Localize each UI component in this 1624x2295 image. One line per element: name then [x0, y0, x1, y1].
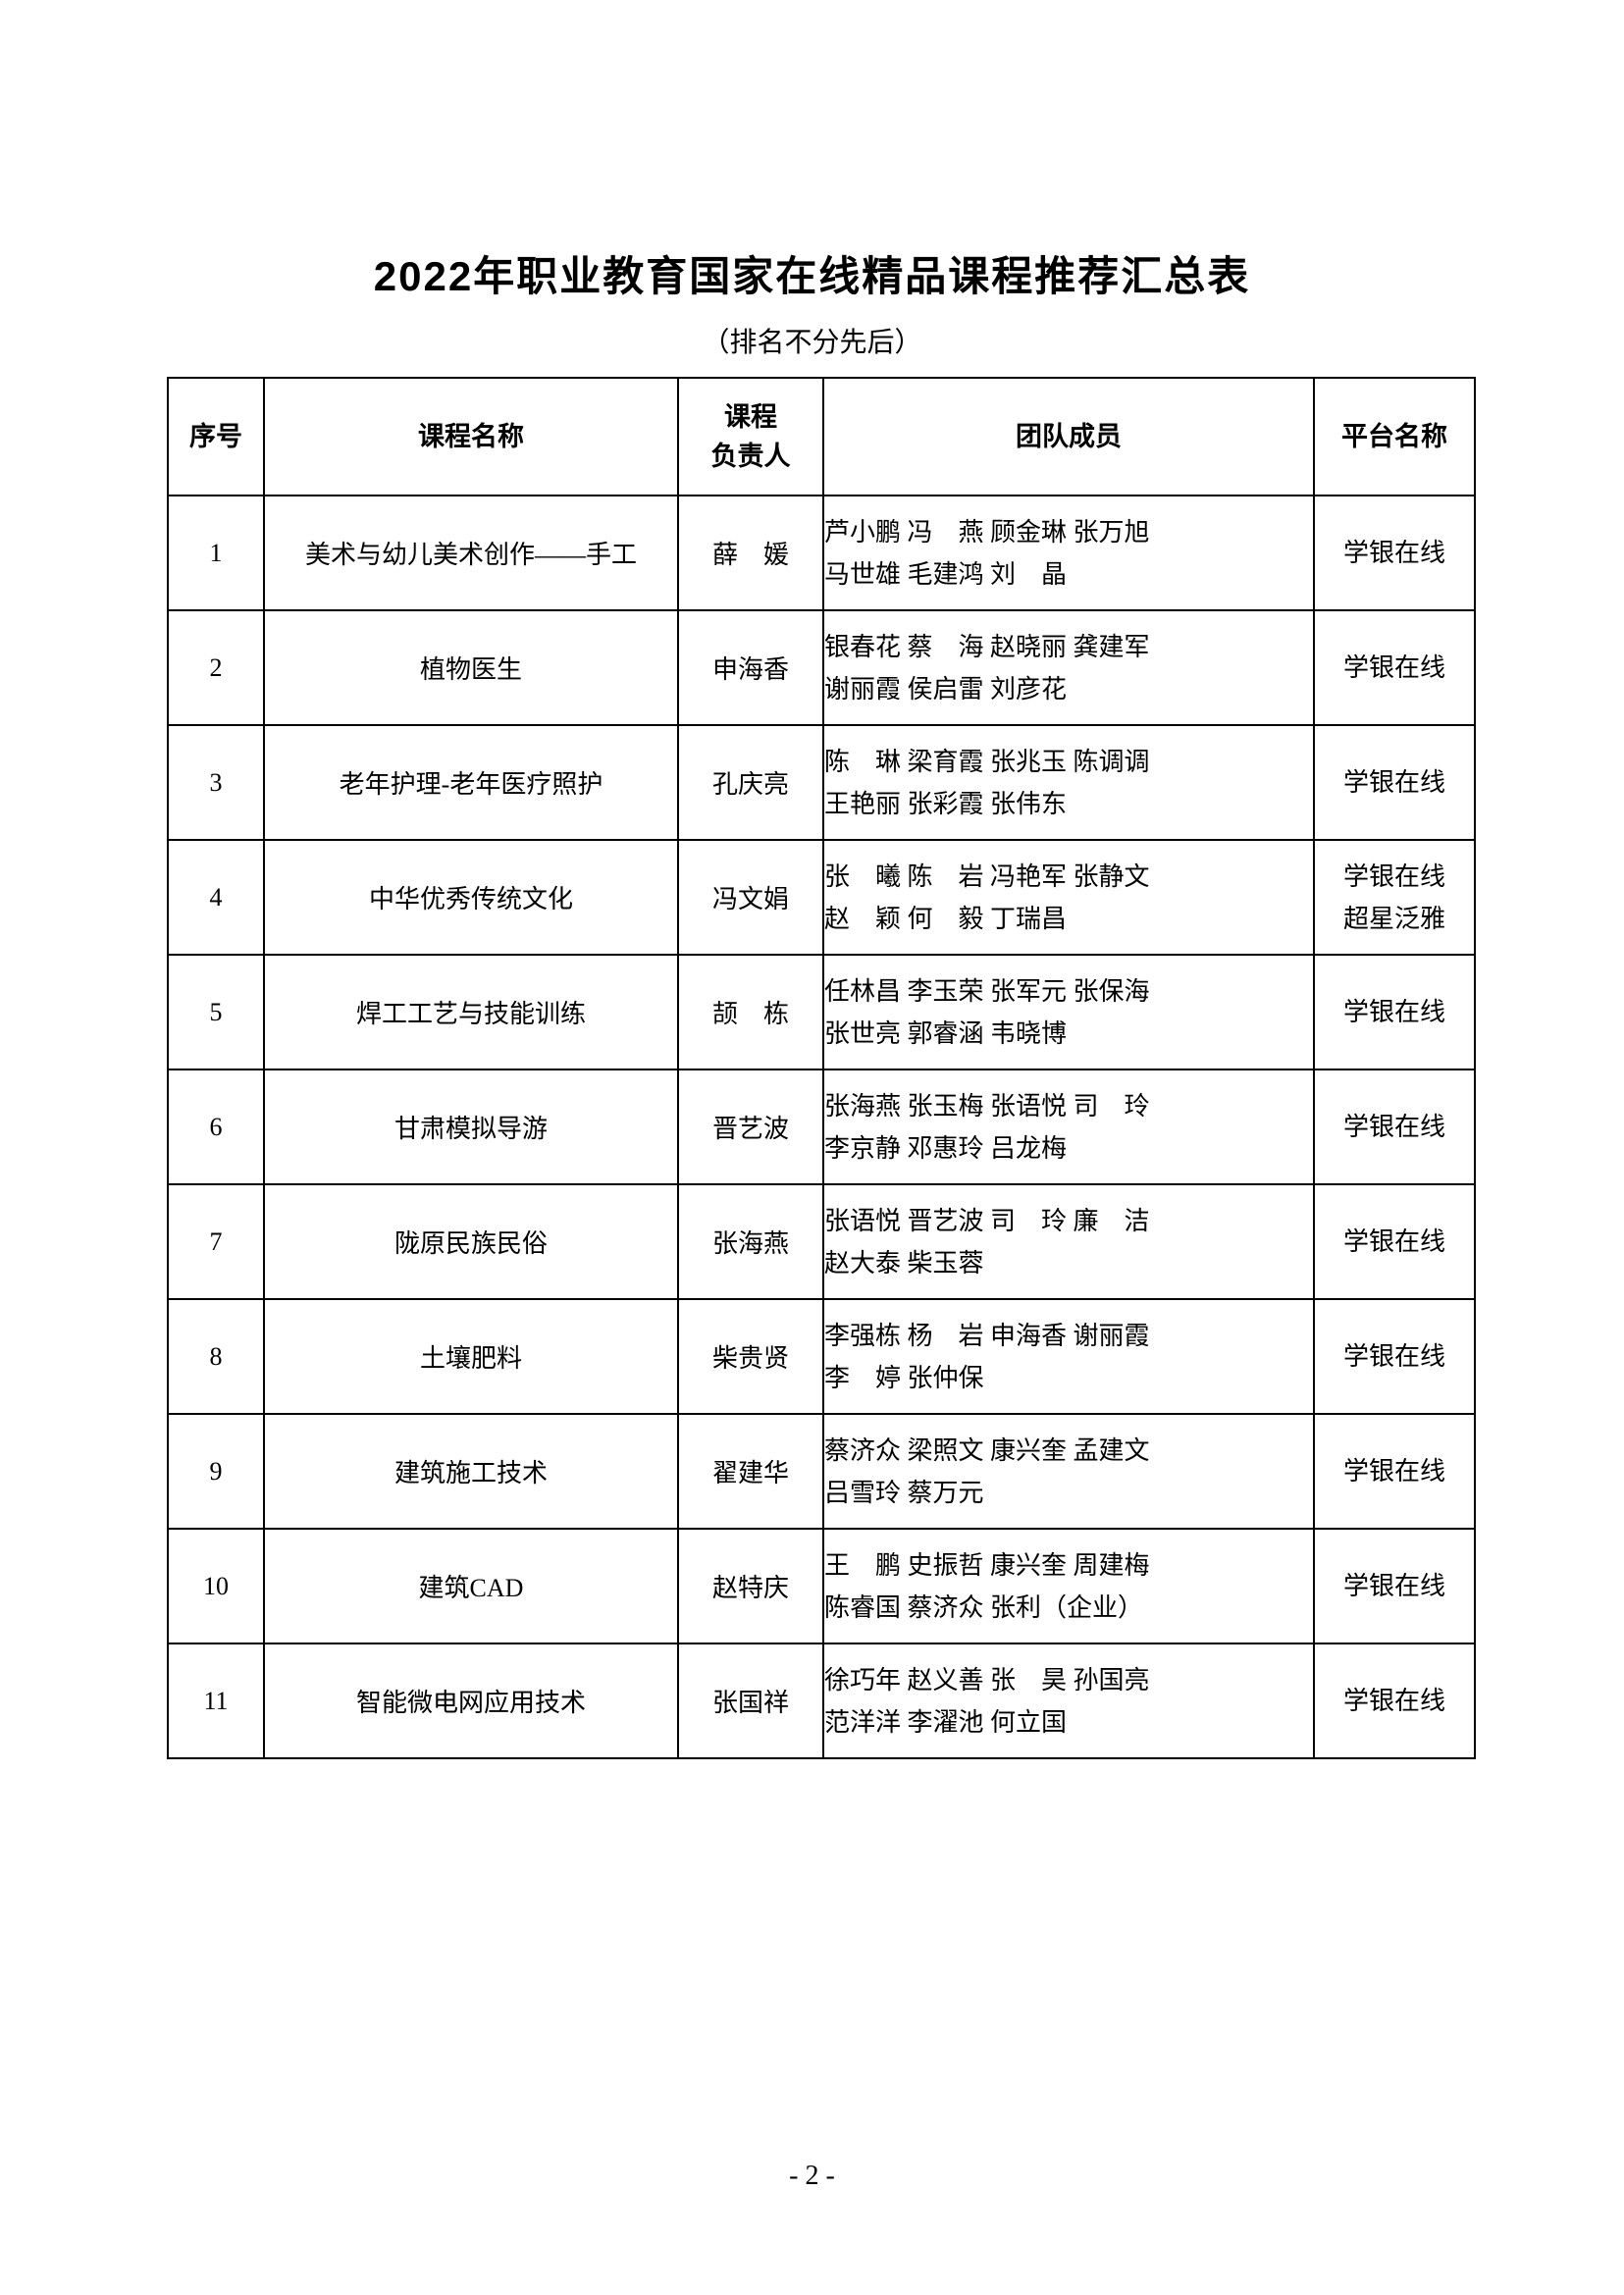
- cell-course-name: 焊工工艺与技能训练: [263, 954, 679, 1070]
- cell-course-leader: 孔庆亮: [677, 724, 824, 841]
- cell-index: 9: [167, 1413, 265, 1530]
- cell-course-name: 老年护理-老年医疗照护: [263, 724, 679, 841]
- cell-platform: 学银在线: [1313, 954, 1476, 1070]
- cell-course-leader: 赵特庆: [677, 1528, 824, 1644]
- cell-platform: 学银在线: [1313, 1298, 1476, 1415]
- cell-course-leader: 冯文娟: [677, 839, 824, 956]
- cell-team-members: 芦小鹏 冯 燕 顾金琳 张万旭 马世雄 毛建鸿 刘 晶: [822, 495, 1315, 611]
- course-table: 序号 课程名称 课程 负责人 团队成员 平台名称 1 美术与幼儿美术创作——手工…: [167, 377, 1476, 1759]
- table-header-row: 序号 课程名称 课程 负责人 团队成员 平台名称: [167, 377, 1476, 496]
- cell-course-leader: 柴贵贤: [677, 1298, 824, 1415]
- cell-index: 7: [167, 1183, 265, 1300]
- table-row: 8 土壤肥料 柴贵贤 李强栋 杨 岩 申海香 谢丽霞 李 婷 张仲保 学银在线: [167, 1298, 1476, 1415]
- cell-course-name: 甘肃模拟导游: [263, 1069, 679, 1185]
- header-cell-course-leader: 课程 负责人: [677, 377, 824, 496]
- cell-team-members: 徐巧年 赵义善 张 昊 孙国亮 范洋洋 李濯池 何立国: [822, 1643, 1315, 1759]
- cell-team-members: 李强栋 杨 岩 申海香 谢丽霞 李 婷 张仲保: [822, 1298, 1315, 1415]
- table-row: 10 建筑CAD 赵特庆 王 鹏 史振哲 康兴奎 周建梅 陈睿国 蔡济众 张利（…: [167, 1528, 1476, 1644]
- header-cell-course-name: 课程名称: [263, 377, 679, 496]
- cell-index: 10: [167, 1528, 265, 1644]
- cell-course-name: 中华优秀传统文化: [263, 839, 679, 956]
- cell-course-name: 建筑CAD: [263, 1528, 679, 1644]
- cell-index: 5: [167, 954, 265, 1070]
- cell-course-name: 美术与幼儿美术创作——手工: [263, 495, 679, 611]
- cell-index: 3: [167, 724, 265, 841]
- cell-team-members: 银春花 蔡 海 赵晓丽 龚建军 谢丽霞 侯启雷 刘彦花: [822, 609, 1315, 726]
- cell-team-members: 张语悦 晋艺波 司 玲 廉 洁 赵大泰 柴玉蓉: [822, 1183, 1315, 1300]
- cell-course-name: 建筑施工技术: [263, 1413, 679, 1530]
- cell-platform: 学银在线: [1313, 1069, 1476, 1185]
- header-cell-platform: 平台名称: [1313, 377, 1476, 496]
- cell-course-leader: 张国祥: [677, 1643, 824, 1759]
- cell-index: 4: [167, 839, 265, 956]
- cell-course-name: 陇原民族民俗: [263, 1183, 679, 1300]
- table-row: 11 智能微电网应用技术 张国祥 徐巧年 赵义善 张 昊 孙国亮 范洋洋 李濯池…: [167, 1643, 1476, 1759]
- cell-team-members: 张海燕 张玉梅 张语悦 司 玲 李京静 邓惠玲 吕龙梅: [822, 1069, 1315, 1185]
- cell-course-name: 土壤肥料: [263, 1298, 679, 1415]
- cell-team-members: 蔡济众 梁照文 康兴奎 孟建文 吕雪玲 蔡万元: [822, 1413, 1315, 1530]
- table-row: 9 建筑施工技术 翟建华 蔡济众 梁照文 康兴奎 孟建文 吕雪玲 蔡万元 学银在…: [167, 1413, 1476, 1530]
- cell-course-leader: 翟建华: [677, 1413, 824, 1530]
- cell-platform: 学银在线: [1313, 1183, 1476, 1300]
- cell-team-members: 张 曦 陈 岩 冯艳军 张静文 赵 颖 何 毅 丁瑞昌: [822, 839, 1315, 956]
- header-cell-index: 序号: [167, 377, 265, 496]
- cell-index: 8: [167, 1298, 265, 1415]
- cell-index: 11: [167, 1643, 265, 1759]
- cell-course-leader: 颉 栋: [677, 954, 824, 1070]
- cell-course-leader: 晋艺波: [677, 1069, 824, 1185]
- cell-team-members: 王 鹏 史振哲 康兴奎 周建梅 陈睿国 蔡济众 张利（企业）: [822, 1528, 1315, 1644]
- cell-platform: 学银在线: [1313, 724, 1476, 841]
- header-cell-team-members: 团队成员: [822, 377, 1315, 496]
- page-subtitle: （排名不分先后）: [702, 328, 922, 358]
- table-row: 2 植物医生 申海香 银春花 蔡 海 赵晓丽 龚建军 谢丽霞 侯启雷 刘彦花 学…: [167, 609, 1476, 726]
- cell-team-members: 陈 琳 梁育霞 张兆玉 陈调调 王艳丽 张彩霞 张伟东: [822, 724, 1315, 841]
- table-row: 7 陇原民族民俗 张海燕 张语悦 晋艺波 司 玲 廉 洁 赵大泰 柴玉蓉 学银在…: [167, 1183, 1476, 1300]
- page-title: 2022年职业教育国家在线精品课程推荐汇总表: [373, 253, 1251, 299]
- cell-platform: 学银在线: [1313, 1528, 1476, 1644]
- cell-course-name: 智能微电网应用技术: [263, 1643, 679, 1759]
- cell-course-leader: 申海香: [677, 609, 824, 726]
- cell-course-name: 植物医生: [263, 609, 679, 726]
- cell-platform: 学银在线: [1313, 1643, 1476, 1759]
- cell-platform: 学银在线 超星泛雅: [1313, 839, 1476, 956]
- cell-index: 1: [167, 495, 265, 611]
- cell-platform: 学银在线: [1313, 609, 1476, 726]
- cell-team-members: 任林昌 李玉荣 张军元 张保海 张世亮 郭睿涵 韦晓博: [822, 954, 1315, 1070]
- table-row: 6 甘肃模拟导游 晋艺波 张海燕 张玉梅 张语悦 司 玲 李京静 邓惠玲 吕龙梅…: [167, 1069, 1476, 1185]
- cell-platform: 学银在线: [1313, 495, 1476, 611]
- cell-index: 6: [167, 1069, 265, 1185]
- cell-index: 2: [167, 609, 265, 726]
- cell-course-leader: 张海燕: [677, 1183, 824, 1300]
- table-row: 4 中华优秀传统文化 冯文娟 张 曦 陈 岩 冯艳军 张静文 赵 颖 何 毅 丁…: [167, 839, 1476, 956]
- cell-course-leader: 薛 媛: [677, 495, 824, 611]
- table-row: 1 美术与幼儿美术创作——手工 薛 媛 芦小鹏 冯 燕 顾金琳 张万旭 马世雄 …: [167, 495, 1476, 611]
- table-row: 5 焊工工艺与技能训练 颉 栋 任林昌 李玉荣 张军元 张保海 张世亮 郭睿涵 …: [167, 954, 1476, 1070]
- cell-platform: 学银在线: [1313, 1413, 1476, 1530]
- page-number: - 2 -: [789, 2161, 835, 2191]
- table-row: 3 老年护理-老年医疗照护 孔庆亮 陈 琳 梁育霞 张兆玉 陈调调 王艳丽 张彩…: [167, 724, 1476, 841]
